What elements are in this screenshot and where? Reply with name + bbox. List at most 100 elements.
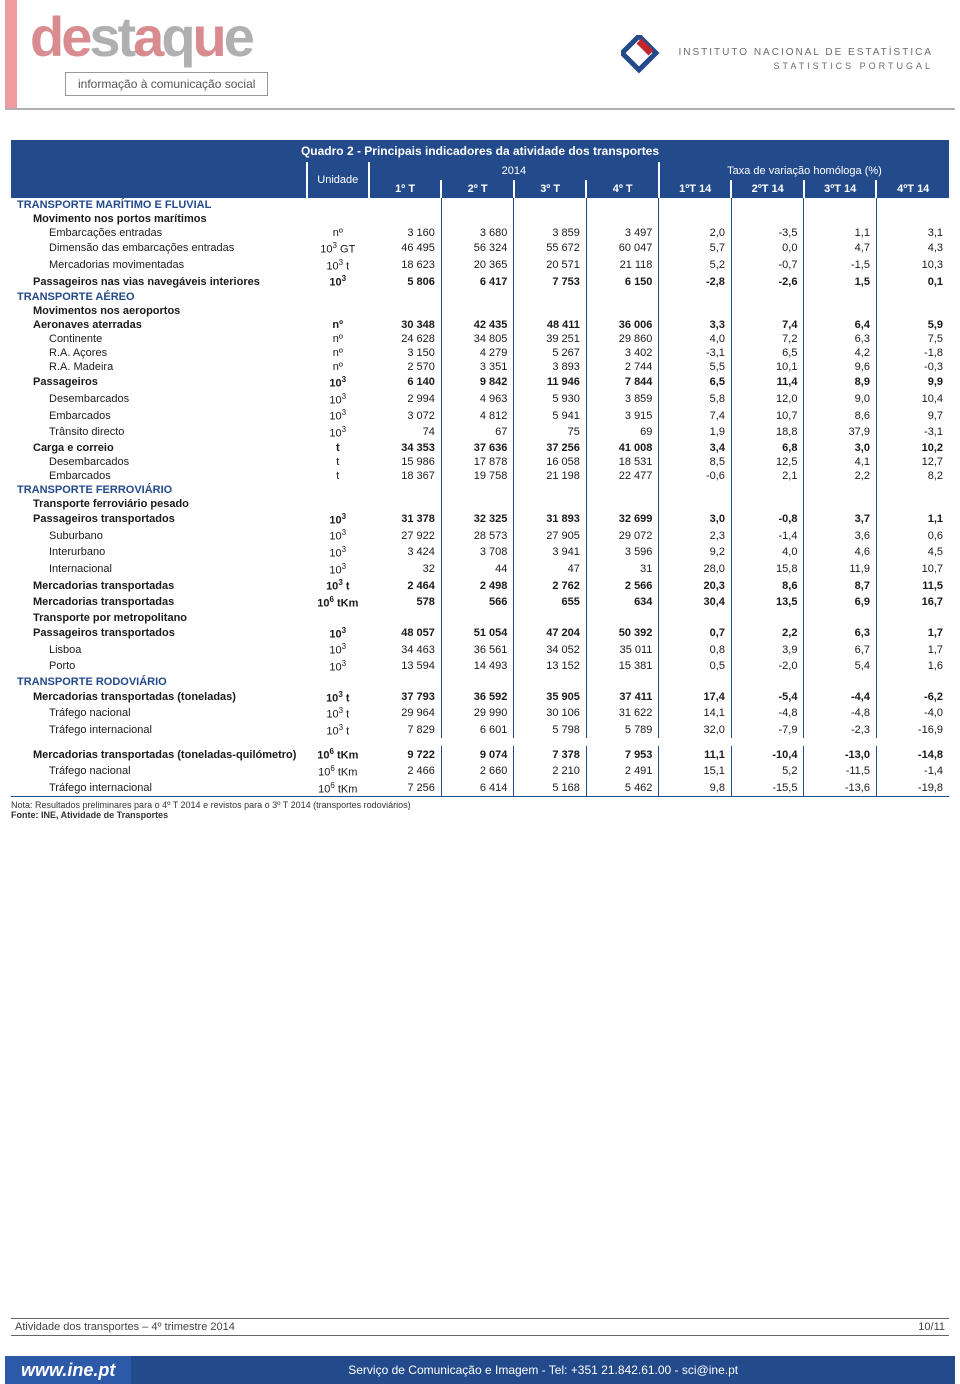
cell: 5,2 — [659, 257, 732, 274]
table-row: Porto10313 59414 49313 15215 3810,5-2,05… — [11, 658, 949, 675]
col-4t: 4º T — [586, 180, 659, 198]
cell: 18 531 — [586, 455, 659, 469]
cell — [731, 483, 804, 497]
row-label: TRANSPORTE AÉREO — [11, 290, 307, 304]
cell: 8,5 — [659, 455, 732, 469]
cell: 12,0 — [731, 391, 804, 408]
cell: 10,2 — [876, 441, 949, 455]
cell — [514, 304, 587, 318]
cell — [369, 198, 442, 212]
table-row: Mercadorias transportadas103 t2 4642 498… — [11, 577, 949, 594]
cell: 46 495 — [369, 240, 442, 257]
cell: 7 829 — [369, 722, 442, 739]
cell: 7 753 — [514, 273, 587, 290]
row-unit — [307, 611, 369, 625]
cell — [586, 198, 659, 212]
cell — [876, 212, 949, 226]
cell: 4 812 — [441, 407, 514, 424]
cell: 6,4 — [804, 318, 877, 332]
cell: 5 806 — [369, 273, 442, 290]
row-unit — [307, 290, 369, 304]
row-label: Desembarcados — [11, 455, 307, 469]
cell — [804, 611, 877, 625]
cell: 35 905 — [514, 689, 587, 706]
row-unit: nº — [307, 318, 369, 332]
cell: 4,6 — [804, 544, 877, 561]
row-label: Passageiros — [11, 374, 307, 391]
cell: 1,1 — [804, 226, 877, 240]
cell — [441, 497, 514, 511]
cell: 11,4 — [731, 374, 804, 391]
cell: 55 672 — [514, 240, 587, 257]
cell — [659, 290, 732, 304]
cell — [876, 198, 949, 212]
cell: -10,4 — [731, 746, 804, 763]
cell: 578 — [369, 594, 442, 611]
cell — [586, 212, 659, 226]
cell: 7 844 — [586, 374, 659, 391]
cell: 32,0 — [659, 722, 732, 739]
cell — [586, 675, 659, 689]
cell: -2,6 — [731, 273, 804, 290]
table-notes: Nota: Resultados preliminares para o 4º … — [11, 800, 949, 820]
page-footer: Atividade dos transportes – 4º trimestre… — [11, 1318, 949, 1336]
cell — [804, 483, 877, 497]
cell: 31 622 — [586, 705, 659, 722]
table-wrapper: Quadro 2 - Principais indicadores da ati… — [11, 140, 949, 797]
cell: 3 424 — [369, 544, 442, 561]
footer-url: www.ine.pt — [5, 1356, 131, 1384]
cell: 9,6 — [804, 360, 877, 374]
cell: 3,0 — [804, 441, 877, 455]
cell: 37 793 — [369, 689, 442, 706]
row-label: Embarcados — [11, 469, 307, 483]
cell — [876, 304, 949, 318]
row-label: Passageiros transportados — [11, 511, 307, 528]
cell: 3,0 — [659, 511, 732, 528]
cell: 34 463 — [369, 641, 442, 658]
cell: 2 660 — [441, 763, 514, 780]
row-label: Tráfego internacional — [11, 780, 307, 797]
cell — [659, 497, 732, 511]
cell — [659, 212, 732, 226]
cell — [514, 497, 587, 511]
table-row: Embarcados1033 0724 8125 9413 9157,410,7… — [11, 407, 949, 424]
cell — [804, 212, 877, 226]
cell: 3 351 — [441, 360, 514, 374]
table-row: Trânsito directo103746775691,918,837,9-3… — [11, 424, 949, 441]
cell: -1,8 — [876, 346, 949, 360]
cell: 28,0 — [659, 561, 732, 578]
cell: 0,8 — [659, 641, 732, 658]
row-unit: 103 — [307, 424, 369, 441]
cell: 7,4 — [659, 407, 732, 424]
cell: -16,9 — [876, 722, 949, 739]
cell: -6,2 — [876, 689, 949, 706]
cell: -4,0 — [876, 705, 949, 722]
table-row: Tráfego internacional106 tKm7 2566 4145 … — [11, 780, 949, 797]
row-unit — [307, 198, 369, 212]
table-row: Tráfego internacional103 t7 8296 6015 79… — [11, 722, 949, 739]
row-label: Dimensão das embarcações entradas — [11, 240, 307, 257]
cell: 3 402 — [586, 346, 659, 360]
org-sub: STATISTICS PORTUGAL — [678, 60, 933, 73]
cell: 3 680 — [441, 226, 514, 240]
header: destaque informação à comunicação social… — [5, 0, 955, 115]
cell: 6,3 — [804, 625, 877, 642]
row-unit — [307, 497, 369, 511]
cell: 11 946 — [514, 374, 587, 391]
row-label: Passageiros transportados — [11, 625, 307, 642]
cell — [586, 290, 659, 304]
cell: 5 789 — [586, 722, 659, 739]
table-row: TRANSPORTE FERROVIÁRIO — [11, 483, 949, 497]
cell: 34 805 — [441, 332, 514, 346]
cell: 7 953 — [586, 746, 659, 763]
row-unit: 103 t — [307, 257, 369, 274]
cell — [369, 304, 442, 318]
cell: 14,1 — [659, 705, 732, 722]
cell: 10,3 — [876, 257, 949, 274]
cell: 4,7 — [804, 240, 877, 257]
cell: 8,6 — [731, 577, 804, 594]
table-row: Continentenº24 62834 80539 25129 8604,07… — [11, 332, 949, 346]
cell — [514, 675, 587, 689]
row-unit: 103 t — [307, 705, 369, 722]
cell — [659, 198, 732, 212]
